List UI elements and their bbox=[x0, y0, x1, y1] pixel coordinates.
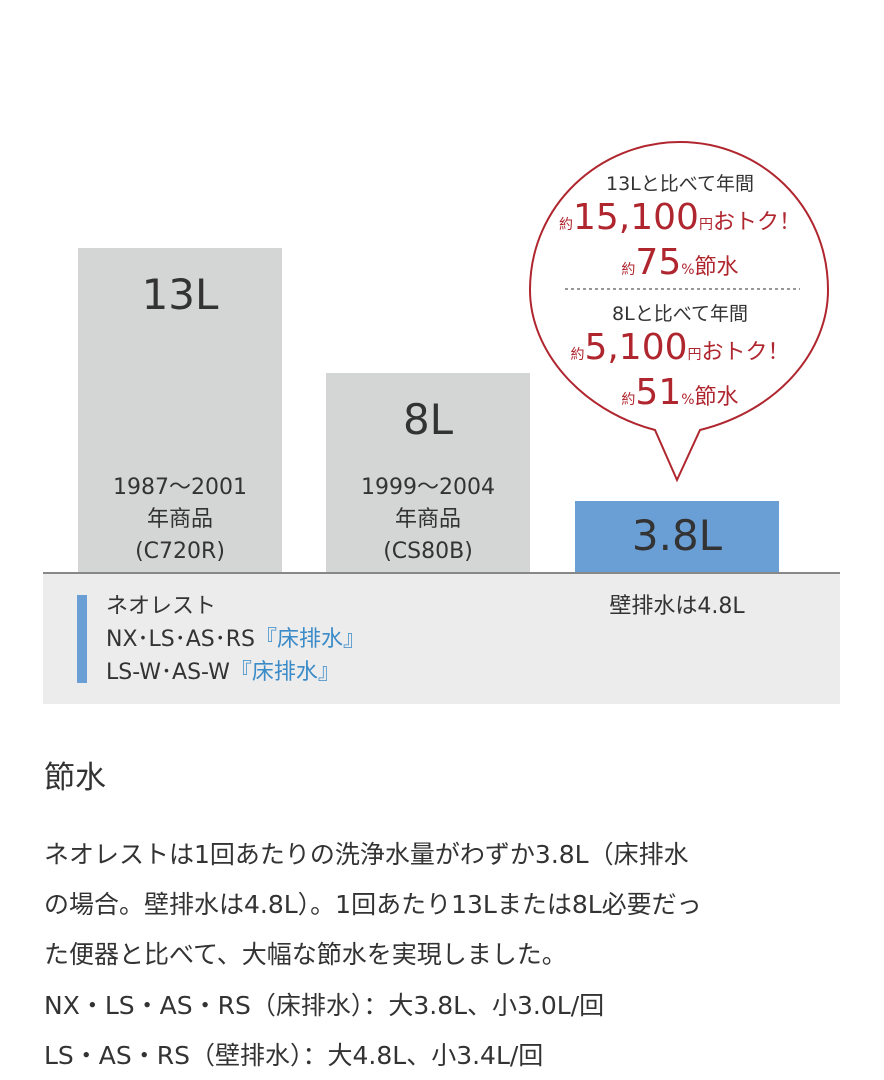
yen-unit: 円 bbox=[698, 217, 713, 233]
body-line: た便器と比べて、大幅な節水を実現しました。 bbox=[44, 940, 567, 969]
callout-a-heading: 13Lと比べて年間 bbox=[605, 173, 754, 195]
callout-b-pct: 約51%節水 bbox=[545, 375, 815, 418]
callout-b: 8Lと比べて年間 約5,100円おトク！ 約51%節水 bbox=[545, 300, 815, 418]
approx: 約 bbox=[570, 347, 585, 363]
callout-bubble bbox=[528, 140, 830, 483]
saving-water: 節水 bbox=[694, 385, 739, 410]
pct-value: 75 bbox=[635, 242, 682, 283]
bar-3-8l bbox=[575, 500, 779, 573]
bar-caption-8l: 1999〜2004 年商品 (CS80B) bbox=[326, 472, 530, 568]
bar-label-13l: 13L bbox=[141, 270, 219, 319]
bar-8l bbox=[326, 373, 530, 573]
yen-unit: 円 bbox=[687, 347, 702, 363]
savings-text: おトク！ bbox=[712, 210, 801, 235]
pct-unit: % bbox=[681, 262, 695, 278]
spec-line: NX・LS・AS・RS（床排水）：大3.8L、小3.0L/回 bbox=[44, 991, 605, 1020]
caption-years: 1987〜2001 bbox=[113, 475, 247, 500]
yen-value: 5,100 bbox=[584, 327, 688, 368]
callout-a-yen: 約15,100円おトク！ bbox=[545, 198, 815, 245]
spec-line: LS・AS・RS（壁排水）：大4.8L、小3.4L/回 bbox=[44, 1041, 544, 1070]
legend-models: LS-W･AS-W bbox=[106, 660, 230, 685]
legend-line: NX･LS･AS･RS『床排水』 bbox=[106, 623, 365, 656]
legend-line: ネオレスト bbox=[106, 594, 217, 619]
legend-floor-drain: 『床排水』 bbox=[255, 627, 366, 652]
callout-a: 13Lと比べて年間 約15,100円おトク！ 約75%節水 bbox=[545, 170, 815, 288]
callout-b-yen: 約5,100円おトク！ bbox=[545, 328, 815, 375]
bar-label-8l: 8L bbox=[402, 395, 454, 444]
callout-a-pct: 約75%節水 bbox=[545, 245, 815, 288]
body-line: の場合。壁排水は4.8L）。1回あたり13Lまたは8L必要だっ bbox=[44, 890, 702, 919]
legend: ネオレスト NX･LS･AS･RS『床排水』 LS-W･AS-W『床排水』 bbox=[106, 590, 365, 689]
baseline bbox=[43, 572, 840, 574]
callout-b-heading: 8Lと比べて年間 bbox=[612, 303, 748, 325]
saving-water: 節水 bbox=[694, 255, 739, 280]
approx: 約 bbox=[621, 392, 636, 408]
legend-line: LS-W･AS-W『床排水』 bbox=[106, 656, 365, 689]
callout-outline bbox=[528, 140, 830, 483]
legend-swatch bbox=[77, 595, 87, 683]
caption-product: 年商品 bbox=[394, 507, 461, 532]
pct-value: 51 bbox=[635, 372, 682, 413]
bar-caption-13l: 1987〜2001 年商品 (C720R) bbox=[78, 472, 282, 568]
caption-product: 年商品 bbox=[146, 507, 213, 532]
yen-value: 15,100 bbox=[573, 197, 699, 238]
approx: 約 bbox=[621, 262, 636, 278]
approx: 約 bbox=[559, 217, 573, 233]
bar-13l bbox=[78, 248, 282, 573]
caption-model: (CS80B) bbox=[383, 539, 473, 564]
pct-unit: % bbox=[681, 392, 695, 408]
savings-text: おトク！ bbox=[701, 340, 790, 365]
legend-floor-drain: 『床排水』 bbox=[229, 660, 340, 685]
water-usage-chart: 13L 8L 3.8L 1987〜2001 年商品 (C720R) 1999〜2… bbox=[43, 140, 840, 704]
section-title: 節水 bbox=[44, 760, 106, 796]
legend-panel bbox=[43, 574, 840, 704]
wall-drain-note: 壁排水は4.8L bbox=[609, 594, 745, 619]
legend-models: NX･LS･AS･RS bbox=[106, 627, 256, 652]
caption-years: 1999〜2004 bbox=[361, 475, 495, 500]
caption-model: (C720R) bbox=[135, 539, 225, 564]
body-line: ネオレストは1回あたりの洗浄水量がわずか3.8L（床排水 bbox=[44, 840, 689, 869]
bar-label-3-8l: 3.8L bbox=[631, 510, 723, 560]
